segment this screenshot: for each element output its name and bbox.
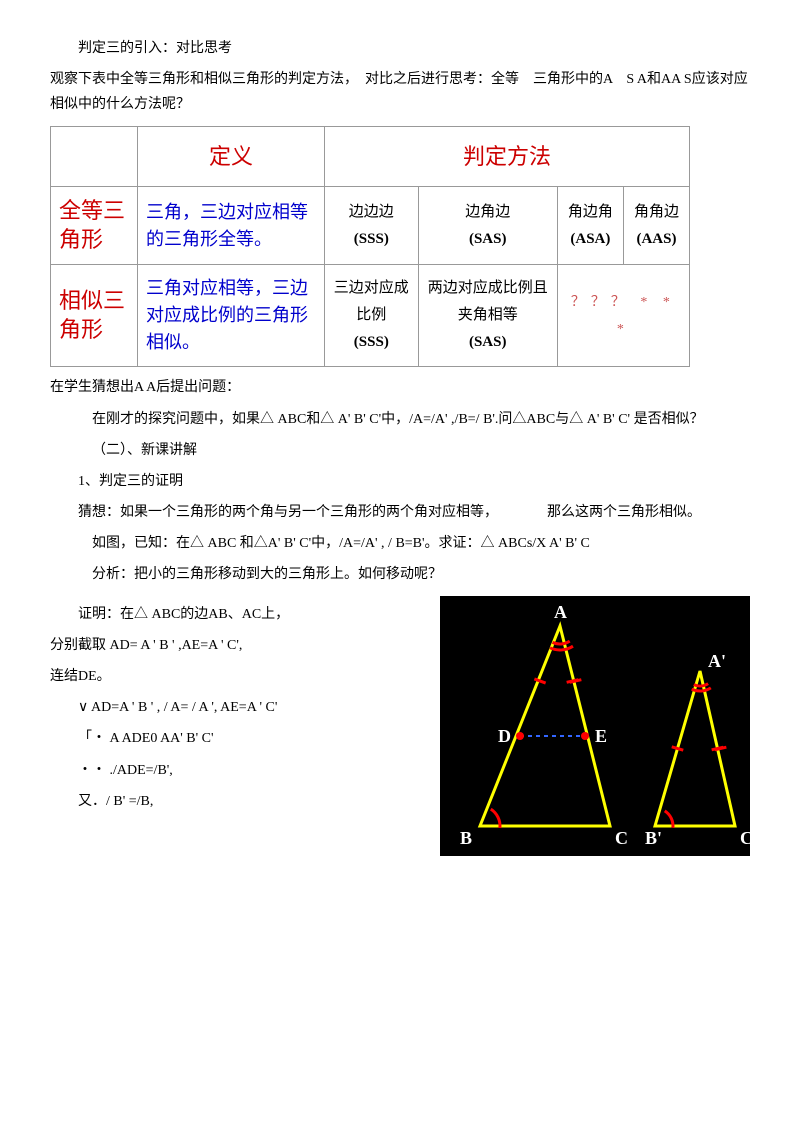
svg-text:A: A [554, 602, 567, 622]
svg-text:E: E [595, 726, 607, 746]
row-label-congruent: 全等三角形 [51, 187, 138, 265]
svg-text:C': C' [740, 828, 750, 848]
comparison-table: 定义 判定方法 全等三角形 三角，三边对应相等的三角形全等。 边边边(SSS) … [50, 126, 690, 368]
svg-text:B: B [460, 828, 472, 848]
svg-text:D: D [498, 726, 511, 746]
intro-paragraph: 观察下表中全等三角形和相似三角形的判定方法， 对比之后进行思考：全等 三角形中的… [50, 67, 750, 117]
proof-line: 连结DE。 [50, 664, 420, 689]
method-similar-sss: 三边对应成比例(SSS) [325, 265, 419, 367]
heading: 判定三的引入：对比思考 [50, 36, 750, 61]
subheading-proof: 1、判定三的证明 [50, 469, 750, 494]
method-similar-sas: 两边对应成比例且夹角相等(SAS) [418, 265, 557, 367]
def-congruent: 三角，三边对应相等的三角形全等。 [138, 187, 325, 265]
method-sss: 边边边(SSS) [325, 187, 419, 265]
proof-line: ・・ ./ADE=/B', [50, 758, 420, 783]
paragraph-after-table: 在学生猜想出A A后提出问题： [50, 375, 750, 400]
triangle-svg: A B C D E A' B' C' [440, 596, 750, 856]
proof-text: 证明：在△ ABC的边AB、AC上， 分别截取 AD= A ' B ' ,AE=… [50, 596, 420, 820]
empty-cell [51, 126, 138, 187]
row-label-similar: 相似三角形 [51, 265, 138, 367]
proof-line: 证明：在△ ABC的边AB、AC上， [50, 602, 420, 627]
svg-text:A': A' [708, 651, 726, 671]
svg-text:B': B' [645, 828, 662, 848]
method-unknown: ？？？ * * * [557, 265, 689, 367]
section-heading: （二）、新课讲解 [50, 438, 750, 463]
method-sas: 边角边(SAS) [418, 187, 557, 265]
paragraph-given: 如图，已知：在△ ABC 和△A' B' C'中，/A=/A' , / B=B'… [50, 531, 750, 556]
method-asa: 角边角(ASA) [557, 187, 623, 265]
svg-text:C: C [615, 828, 628, 848]
paragraph-analyse: 分析：把小的三角形移动到大的三角形上。如何移动呢？ [50, 562, 750, 587]
table-header-row: 定义 判定方法 [51, 126, 690, 187]
def-similar: 三角对应相等，三边对应成比例的三角形相似。 [138, 265, 325, 367]
triangle-diagram: A B C D E A' B' C' [440, 596, 750, 865]
paragraph-question: 在刚才的探究问题中，如果△ ABC和△ A' B' C'中，/A=/A' ,/B… [50, 407, 750, 432]
table-row-congruent: 全等三角形 三角，三边对应相等的三角形全等。 边边边(SSS) 边角边(SAS)… [51, 187, 690, 265]
col-methods: 判定方法 [325, 126, 690, 187]
proof-line: ∨ AD=A ' B ' , / A= / A ', AE=A ' C' [50, 695, 420, 720]
method-aas: 角角边(AAS) [623, 187, 689, 265]
proof-line: 分别截取 AD= A ' B ' ,AE=A ' C', [50, 633, 420, 658]
proof-line: 「・ A ADE0 AA' B' C' [50, 726, 420, 751]
paragraph-guess: 猜想：如果一个三角形的两个角与另一个三角形的两个角对应相等， 那么这两个三角形相… [50, 500, 750, 525]
col-definition: 定义 [138, 126, 325, 187]
table-row-similar: 相似三角形 三角对应相等，三边对应成比例的三角形相似。 三边对应成比例(SSS)… [51, 265, 690, 367]
proof-line: 又．/ B' =/B, [50, 789, 420, 814]
